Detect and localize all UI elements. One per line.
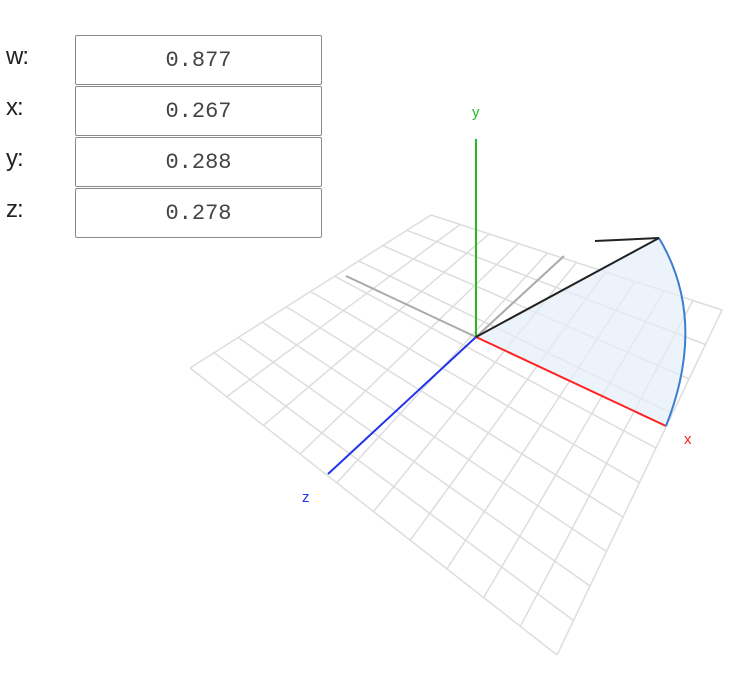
- inverse-x-axis: [345, 275, 477, 338]
- z-axis-label: z: [302, 489, 310, 506]
- y-axis-label: y: [472, 104, 480, 121]
- x-input[interactable]: [75, 86, 322, 136]
- y-input[interactable]: [75, 137, 322, 187]
- grid-line: [286, 306, 624, 518]
- quaternion-panel: w: x: y: z:: [0, 0, 340, 260]
- grid-line: [310, 290, 640, 484]
- grid-line: [556, 309, 723, 656]
- quaternion-row-y: y:: [0, 137, 340, 187]
- rotation-sector-fill: [476, 238, 686, 426]
- z-axis-line: [327, 336, 477, 475]
- quaternion-row-z: z:: [0, 188, 340, 238]
- grid-line: [189, 367, 558, 656]
- grid-line: [213, 352, 574, 622]
- x-axis-line: [475, 336, 667, 427]
- w-input[interactable]: [75, 35, 322, 85]
- z-label: z:: [6, 196, 24, 223]
- x-label: x:: [6, 94, 24, 121]
- grid-line: [261, 321, 607, 553]
- rotation-arc: [658, 237, 687, 427]
- x-axis-label: x: [684, 431, 692, 448]
- y-label: y:: [6, 145, 24, 172]
- inverse-z-axis: [475, 255, 565, 338]
- w-label: w:: [6, 43, 29, 70]
- grid-line: [237, 336, 591, 587]
- rotation-vector: [475, 237, 660, 338]
- quaternion-row-w: w:: [0, 35, 340, 85]
- quaternion-row-x: x:: [0, 86, 340, 136]
- z-input[interactable]: [75, 188, 322, 238]
- rotation-vector-tick: [594, 237, 660, 242]
